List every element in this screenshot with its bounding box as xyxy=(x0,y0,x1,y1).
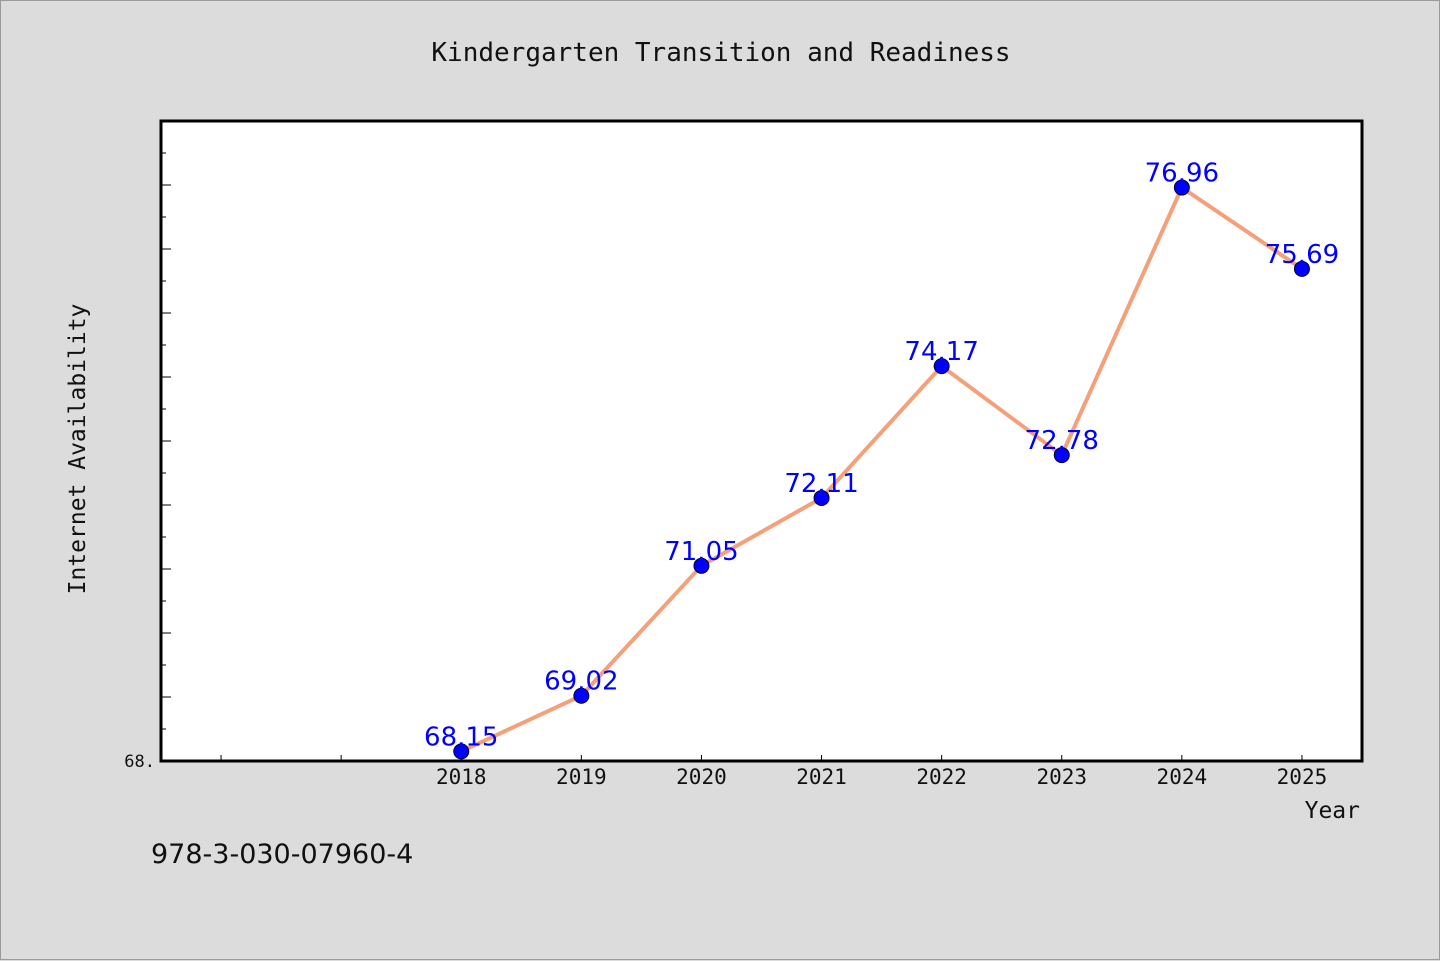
data-point xyxy=(453,743,470,760)
data-point xyxy=(693,557,710,574)
data-point xyxy=(1053,447,1070,464)
data-label: 76.96 xyxy=(1145,159,1219,189)
data-point xyxy=(1173,179,1190,196)
data-label: 75.69 xyxy=(1265,240,1339,270)
x-tick-label: 2018 xyxy=(436,765,487,789)
y-tick-label: 68. xyxy=(124,752,155,772)
x-tick-label: 2019 xyxy=(556,765,607,789)
footer-isbn: 978-3-030-07960-4 xyxy=(151,839,413,870)
data-point xyxy=(573,687,590,704)
chart-title: Kindergarten Transition and Readiness xyxy=(431,38,1010,68)
y-axis-label: Internet Availability xyxy=(65,304,91,595)
x-axis-label: Year xyxy=(1305,798,1360,824)
data-label: 69.02 xyxy=(544,667,618,697)
series-line xyxy=(459,185,1304,754)
x-tick-label: 2023 xyxy=(1036,765,1087,789)
x-tick-label: 2025 xyxy=(1277,765,1328,789)
data-label: 72.78 xyxy=(1025,426,1099,456)
series-layer xyxy=(453,179,1310,760)
data-point xyxy=(1293,260,1310,277)
x-tick-label: 2024 xyxy=(1157,765,1208,789)
data-point xyxy=(813,489,830,506)
x-tick-label: 2021 xyxy=(796,765,847,789)
data-label: 68.15 xyxy=(424,722,498,752)
data-label-layer: 68.15 69.02 71.05 72.11 74.17 72.78 76.96 75.69 xyxy=(424,159,1339,753)
data-point xyxy=(933,358,950,375)
x-tick-label: 2022 xyxy=(916,765,967,789)
data-label: 74.17 xyxy=(904,337,978,367)
data-label: 72.11 xyxy=(784,469,858,499)
x-axis-ticks: 2018 2019 2020 2021 2022 2023 2024 2025 xyxy=(220,755,1328,789)
plot-area xyxy=(159,119,1364,763)
x-tick-label: 2020 xyxy=(676,765,727,789)
data-label: 71.05 xyxy=(664,537,738,567)
y-axis-ticks xyxy=(161,120,171,762)
